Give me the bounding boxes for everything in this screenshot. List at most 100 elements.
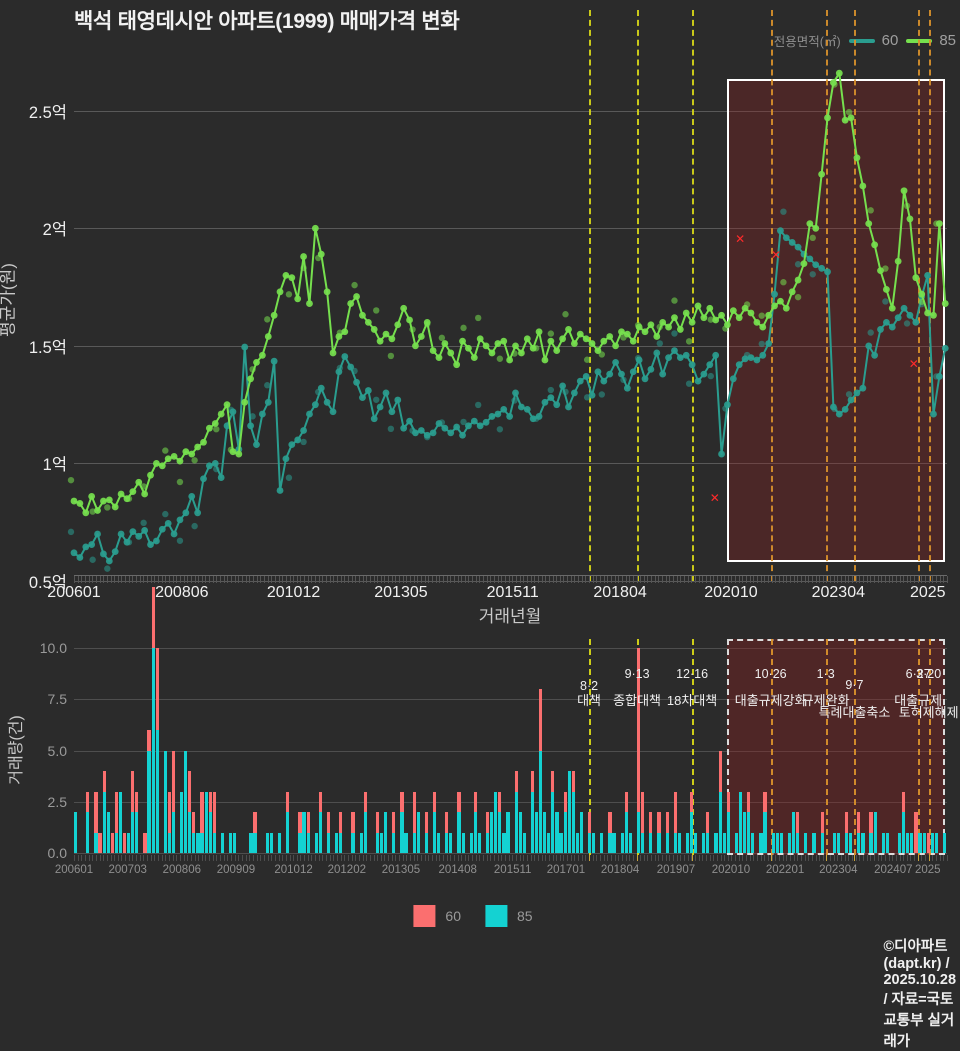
price-point bbox=[841, 116, 849, 124]
price-point bbox=[282, 455, 290, 463]
volume-bar-85 bbox=[804, 832, 808, 853]
volume-bar-60 bbox=[763, 791, 767, 812]
price-point bbox=[453, 361, 461, 369]
volume-bar-85 bbox=[836, 832, 841, 853]
volume-bar-60 bbox=[649, 812, 653, 833]
price-point bbox=[824, 268, 831, 276]
price-scatter-point bbox=[743, 301, 751, 308]
volume-bar-60 bbox=[857, 812, 861, 833]
volume-bar-60 bbox=[208, 791, 212, 812]
price-point bbox=[100, 497, 107, 505]
volume-x-tick-label: 201305 bbox=[381, 864, 421, 876]
volume-gridline bbox=[74, 853, 947, 854]
volume-bar-85 bbox=[106, 812, 110, 853]
price-scatter-point bbox=[249, 413, 256, 420]
volume-bar-60 bbox=[457, 791, 461, 812]
price-scatter-point bbox=[140, 483, 147, 490]
price-scatter-point bbox=[213, 425, 220, 433]
legend-top-item-85[interactable]: 85 bbox=[906, 32, 956, 49]
price-point bbox=[135, 532, 143, 540]
price-point bbox=[182, 509, 190, 517]
volume-bar-60 bbox=[102, 771, 106, 792]
price-scatter-point bbox=[125, 495, 133, 502]
price-scatter-point bbox=[496, 426, 504, 433]
volume-x-tick-label: 200601 bbox=[54, 864, 94, 876]
price-point bbox=[894, 314, 902, 322]
price-point bbox=[388, 408, 396, 416]
volume-x-tick-label: 201408 bbox=[438, 864, 477, 876]
volume-bar-85 bbox=[885, 832, 889, 853]
price-point bbox=[735, 361, 743, 369]
volume-bar-85 bbox=[314, 832, 318, 853]
legend-top-item-60[interactable]: 60 bbox=[848, 32, 899, 49]
volume-bar-85 bbox=[530, 791, 535, 853]
volume-bar-85 bbox=[849, 832, 853, 853]
price-scatter-point bbox=[474, 401, 482, 409]
volume-bar-60 bbox=[796, 812, 800, 833]
price-point bbox=[382, 389, 390, 397]
price-point bbox=[612, 358, 619, 366]
volume-bar-85 bbox=[437, 832, 441, 853]
price-point bbox=[800, 260, 808, 267]
volume-x-tick-label: 202201 bbox=[765, 864, 805, 876]
price-scatter-point bbox=[424, 321, 431, 328]
volume-x-tick-label: 201202 bbox=[327, 864, 366, 876]
volume-bar-85 bbox=[559, 832, 563, 853]
price-point bbox=[582, 335, 590, 343]
legend-top-label-60: 60 bbox=[881, 32, 899, 49]
volume-policy-event-line bbox=[692, 639, 695, 855]
price-point bbox=[794, 276, 802, 284]
volume-bar-85 bbox=[657, 832, 661, 853]
price-point bbox=[241, 343, 249, 351]
volume-bar-85 bbox=[518, 812, 522, 853]
price-gridline bbox=[74, 581, 947, 582]
volume-bar-60 bbox=[551, 771, 555, 792]
price-scatter-point bbox=[918, 298, 925, 305]
price-scatter-point bbox=[315, 254, 322, 262]
price-point bbox=[841, 405, 849, 413]
legend-top-label-85: 85 bbox=[939, 32, 956, 49]
price-point bbox=[194, 443, 202, 451]
price-point bbox=[94, 530, 101, 538]
price-point bbox=[647, 366, 655, 373]
price-point bbox=[888, 323, 896, 331]
event-date-label: 9·7 bbox=[845, 678, 864, 692]
volume-bar-85 bbox=[306, 832, 310, 853]
event-name-label: 대출규제강화 bbox=[734, 693, 807, 708]
volume-bar-85 bbox=[473, 812, 477, 853]
price-point bbox=[188, 492, 196, 500]
volume-bar-85 bbox=[902, 812, 906, 853]
volume-bar-85 bbox=[906, 832, 910, 853]
price-point bbox=[117, 490, 125, 498]
price-point bbox=[258, 351, 266, 359]
price-point bbox=[364, 387, 372, 394]
price-point bbox=[859, 384, 867, 392]
price-point bbox=[76, 554, 84, 561]
volume-bar-60 bbox=[151, 586, 155, 648]
price-chart-plot-area[interactable]: 0.5억 1억 1.5억 2억 2.5억 ✕ ✕ ✕ ✕ bbox=[29, 10, 949, 592]
volume-bar-60 bbox=[514, 771, 518, 792]
volume-bar-60 bbox=[588, 812, 592, 833]
volume-bar-85 bbox=[514, 791, 518, 853]
volume-bar-85 bbox=[779, 832, 783, 853]
volume-bar-85 bbox=[608, 832, 612, 853]
price-point bbox=[153, 460, 160, 467]
price-point bbox=[753, 318, 761, 326]
price-point bbox=[665, 354, 672, 362]
price-point bbox=[129, 528, 137, 536]
volume-bar-85 bbox=[918, 832, 922, 853]
volume-chart-plot-area[interactable]: 0.0 2.5 5.0 7.5 10.0 bbox=[40, 586, 947, 861]
volume-gridline bbox=[74, 750, 947, 752]
volume-bar-85 bbox=[763, 812, 767, 853]
volume-bar-85 bbox=[714, 832, 718, 853]
price-point bbox=[930, 410, 937, 418]
volume-bar-85 bbox=[934, 832, 938, 853]
price-point bbox=[553, 347, 561, 354]
price-point bbox=[417, 427, 425, 434]
price-point bbox=[323, 288, 331, 296]
volume-bar-85 bbox=[86, 812, 90, 853]
price-point bbox=[912, 318, 920, 326]
price-scatter-point bbox=[438, 419, 446, 426]
volume-bar-85 bbox=[522, 832, 526, 853]
price-point bbox=[665, 323, 672, 331]
